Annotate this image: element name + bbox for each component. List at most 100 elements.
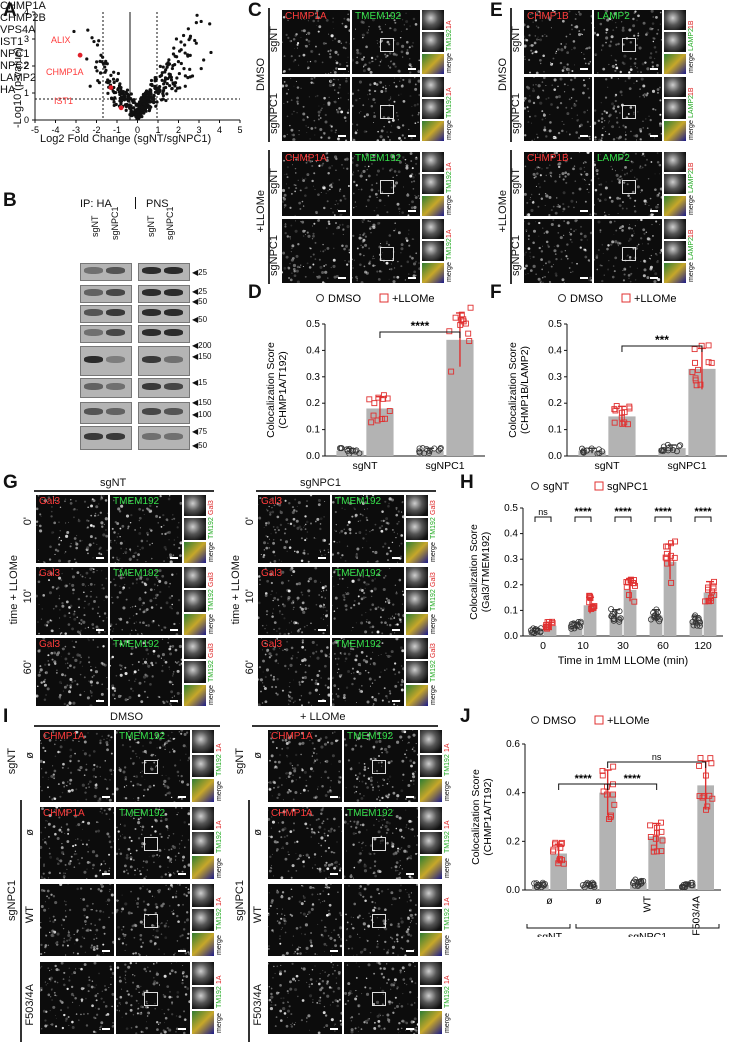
data-point xyxy=(611,801,618,808)
inset-label: TM192 xyxy=(216,754,223,777)
blot-band xyxy=(84,356,103,363)
inset-label: Gal3 xyxy=(208,643,215,659)
data-point xyxy=(638,877,645,884)
micrograph-gal3: Gal3 xyxy=(36,638,108,706)
data-point xyxy=(638,880,645,887)
blot-band xyxy=(84,267,103,274)
volcano-point xyxy=(202,58,206,62)
zoom-inset xyxy=(664,54,686,74)
volcano-xtick: 0 xyxy=(135,125,140,135)
inset-label: merge xyxy=(208,614,215,634)
zoom-inset xyxy=(422,54,444,74)
volcano-point xyxy=(90,36,94,40)
significance-label: *** xyxy=(655,333,669,347)
condition-label: +LLOMe xyxy=(497,190,509,233)
row-group-bracket xyxy=(248,800,250,1042)
channel-label: CHMP1A xyxy=(43,808,85,819)
g-side-label-right: time + LLOMe xyxy=(230,555,242,625)
channel-label: TMEM192 xyxy=(119,808,166,819)
scale-bar xyxy=(178,950,186,952)
inset-label: LAMP2 xyxy=(688,170,695,193)
inset-label: 1A xyxy=(446,87,453,96)
i-right-title: + LLOMe xyxy=(300,711,346,723)
volcano-point xyxy=(170,87,174,91)
volcano-xtick: -5 xyxy=(31,125,39,135)
volcano-point xyxy=(173,81,178,85)
volcano-point xyxy=(128,106,133,110)
volcano-point xyxy=(159,73,164,78)
micrograph-texture xyxy=(268,731,342,801)
volcano-point xyxy=(199,19,203,24)
row-label: ø xyxy=(24,829,36,836)
volcano-point xyxy=(199,66,203,71)
blot-band xyxy=(164,329,183,336)
inset-labels: 1A TM192 merge xyxy=(446,152,456,216)
data-point xyxy=(378,416,385,423)
blot-marker: ◀50 xyxy=(192,315,208,324)
zoom-inset xyxy=(420,884,442,907)
scale-bar xyxy=(96,629,104,631)
micrograph-tmem192: TMEM192 xyxy=(344,730,418,802)
blot-band xyxy=(106,433,125,440)
micrograph-texture xyxy=(524,152,592,216)
zoom-inset xyxy=(420,986,442,1010)
data-point xyxy=(559,857,565,864)
volcano-point xyxy=(195,13,199,17)
inset-label: TM192 xyxy=(208,516,215,539)
data-point xyxy=(467,304,474,311)
inset-label: TM192 xyxy=(446,29,453,51)
micrograph-chmp1a xyxy=(268,884,342,956)
zoom-inset xyxy=(192,962,214,985)
micrograph-gal3: Gal3 xyxy=(258,638,330,706)
inset-label: merge xyxy=(446,262,453,282)
data-point xyxy=(457,321,464,328)
zoom-inset xyxy=(664,10,686,30)
row-group-label: sgNT xyxy=(234,748,246,775)
row-label: sgNT xyxy=(268,26,280,53)
data-point xyxy=(599,772,606,779)
micrograph-tmem192: TMEM192 xyxy=(332,567,404,635)
inset-label: merge xyxy=(444,858,451,878)
channel-label: CHMP1A xyxy=(271,731,313,742)
inset-label: merge xyxy=(444,935,451,955)
volcano-ytick: 0 xyxy=(24,115,29,125)
volcano-point xyxy=(140,105,144,110)
legend-item: +LLOMe xyxy=(634,293,677,305)
group-label: sgNT xyxy=(537,931,563,937)
zoom-inset xyxy=(422,10,444,30)
volcano-point xyxy=(134,113,138,117)
volcano-point xyxy=(164,98,168,103)
inset-labels: 1A TM192 merge xyxy=(446,10,456,74)
micrograph-texture xyxy=(332,567,404,635)
volcano-point xyxy=(177,71,181,76)
data-point xyxy=(653,611,660,618)
micrograph-texture xyxy=(36,567,108,635)
group-label: sgNPC1 xyxy=(628,931,667,937)
category-label: 0 xyxy=(540,640,546,652)
scale-bar xyxy=(650,135,658,137)
bar xyxy=(697,785,714,890)
scale-bar xyxy=(392,557,400,559)
channel-label: LAMP2 xyxy=(597,11,630,22)
row-label: sgNT xyxy=(510,26,522,53)
volcano-point xyxy=(104,59,108,63)
data-point xyxy=(555,860,562,867)
y-axis-label: Colocalization Score(CHMP1B/LAMP2) xyxy=(507,342,531,438)
volcano-point xyxy=(149,92,153,96)
row-label: sgNPC1 xyxy=(510,235,522,276)
micrograph-texture xyxy=(116,730,190,802)
micrograph-tmem192: TMEM192 xyxy=(110,495,182,563)
significance-label: ns xyxy=(538,507,548,517)
micrograph-chmp1a xyxy=(40,962,114,1034)
inset-label: merge xyxy=(208,685,215,705)
channel-label: TMEM192 xyxy=(335,568,382,579)
volcano-point xyxy=(106,91,110,95)
zoom-inset xyxy=(664,219,686,239)
data-point xyxy=(623,583,630,590)
inset-label: 1A xyxy=(216,975,223,984)
g-side-label-left: time + LLOMe xyxy=(8,555,20,625)
data-point xyxy=(579,882,586,889)
data-point xyxy=(699,794,706,801)
data-point xyxy=(647,822,654,829)
panel-label-f: F xyxy=(490,282,502,303)
